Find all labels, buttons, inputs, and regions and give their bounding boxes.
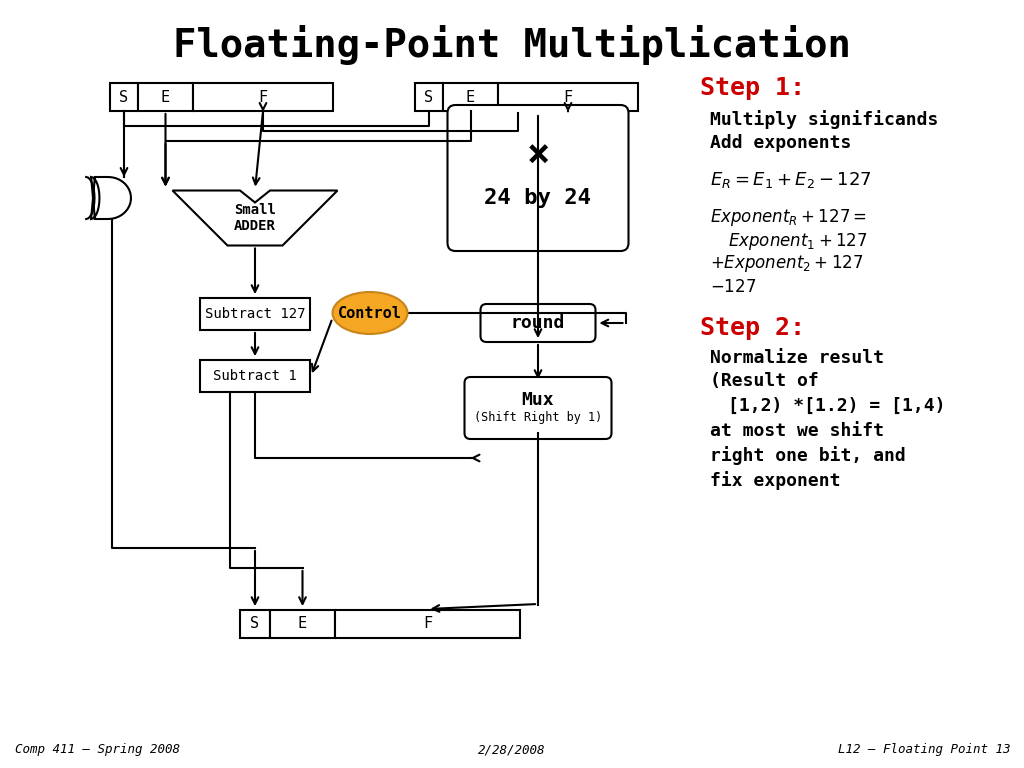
PathPatch shape xyxy=(91,177,131,219)
Bar xyxy=(443,83,498,111)
Bar xyxy=(138,83,193,111)
Text: right one bit, and: right one bit, and xyxy=(710,446,906,465)
Bar xyxy=(110,83,138,111)
Text: Mux: Mux xyxy=(521,391,554,409)
Bar xyxy=(270,610,335,638)
Text: Add exponents: Add exponents xyxy=(710,134,851,152)
Text: $+ Exponent_2 + 127$: $+ Exponent_2 + 127$ xyxy=(710,253,863,274)
Text: $Exponent_R + 127 =$: $Exponent_R + 127 =$ xyxy=(710,207,867,229)
Text: 24 by 24: 24 by 24 xyxy=(484,188,592,208)
Text: ADDER: ADDER xyxy=(234,219,275,233)
Text: [1,2) *[1.2) = [1,4): [1,2) *[1.2) = [1,4) xyxy=(728,397,945,415)
Text: E: E xyxy=(466,90,475,104)
Bar xyxy=(240,610,270,638)
Text: fix exponent: fix exponent xyxy=(710,472,841,491)
Bar xyxy=(335,610,520,638)
FancyBboxPatch shape xyxy=(447,105,629,251)
Text: at most we shift: at most we shift xyxy=(710,422,884,440)
Text: F: F xyxy=(258,90,267,104)
Text: 2/28/2008: 2/28/2008 xyxy=(478,743,546,756)
PathPatch shape xyxy=(172,190,338,246)
Text: S: S xyxy=(120,90,129,104)
Ellipse shape xyxy=(333,292,408,334)
Text: Floating-Point Multiplication: Floating-Point Multiplication xyxy=(173,25,851,65)
Text: Normalize result: Normalize result xyxy=(710,349,884,367)
Text: Multiply significands: Multiply significands xyxy=(710,111,938,130)
Text: $E_R = E_1 + E_2 -127$: $E_R = E_1 + E_2 -127$ xyxy=(710,170,871,190)
FancyBboxPatch shape xyxy=(480,304,596,342)
Text: Subtract 1: Subtract 1 xyxy=(213,369,297,383)
Text: F: F xyxy=(423,617,432,631)
Bar xyxy=(200,360,310,392)
Text: round: round xyxy=(511,314,565,332)
Text: Comp 411 – Spring 2008: Comp 411 – Spring 2008 xyxy=(15,743,180,756)
Text: Subtract 127: Subtract 127 xyxy=(205,307,305,321)
Text: (Shift Right by 1): (Shift Right by 1) xyxy=(474,412,602,425)
Text: Step 2:: Step 2: xyxy=(700,316,805,340)
Text: Small: Small xyxy=(234,203,275,217)
Text: F: F xyxy=(563,90,572,104)
Text: (Result of: (Result of xyxy=(710,372,819,390)
Bar xyxy=(498,83,638,111)
Text: L12 – Floating Point 13: L12 – Floating Point 13 xyxy=(838,743,1010,756)
Bar xyxy=(200,298,310,330)
Text: Step 1:: Step 1: xyxy=(700,76,805,100)
Text: E: E xyxy=(298,617,307,631)
Text: $Exponent_1 + 127$: $Exponent_1 + 127$ xyxy=(728,230,867,251)
Bar xyxy=(415,83,443,111)
FancyBboxPatch shape xyxy=(465,377,611,439)
Text: S: S xyxy=(251,617,259,631)
Text: S: S xyxy=(424,90,433,104)
Text: $- 127$: $- 127$ xyxy=(710,278,756,296)
Bar xyxy=(193,83,333,111)
Text: Control: Control xyxy=(338,306,402,320)
Text: E: E xyxy=(161,90,170,104)
Text: ×: × xyxy=(526,137,550,175)
